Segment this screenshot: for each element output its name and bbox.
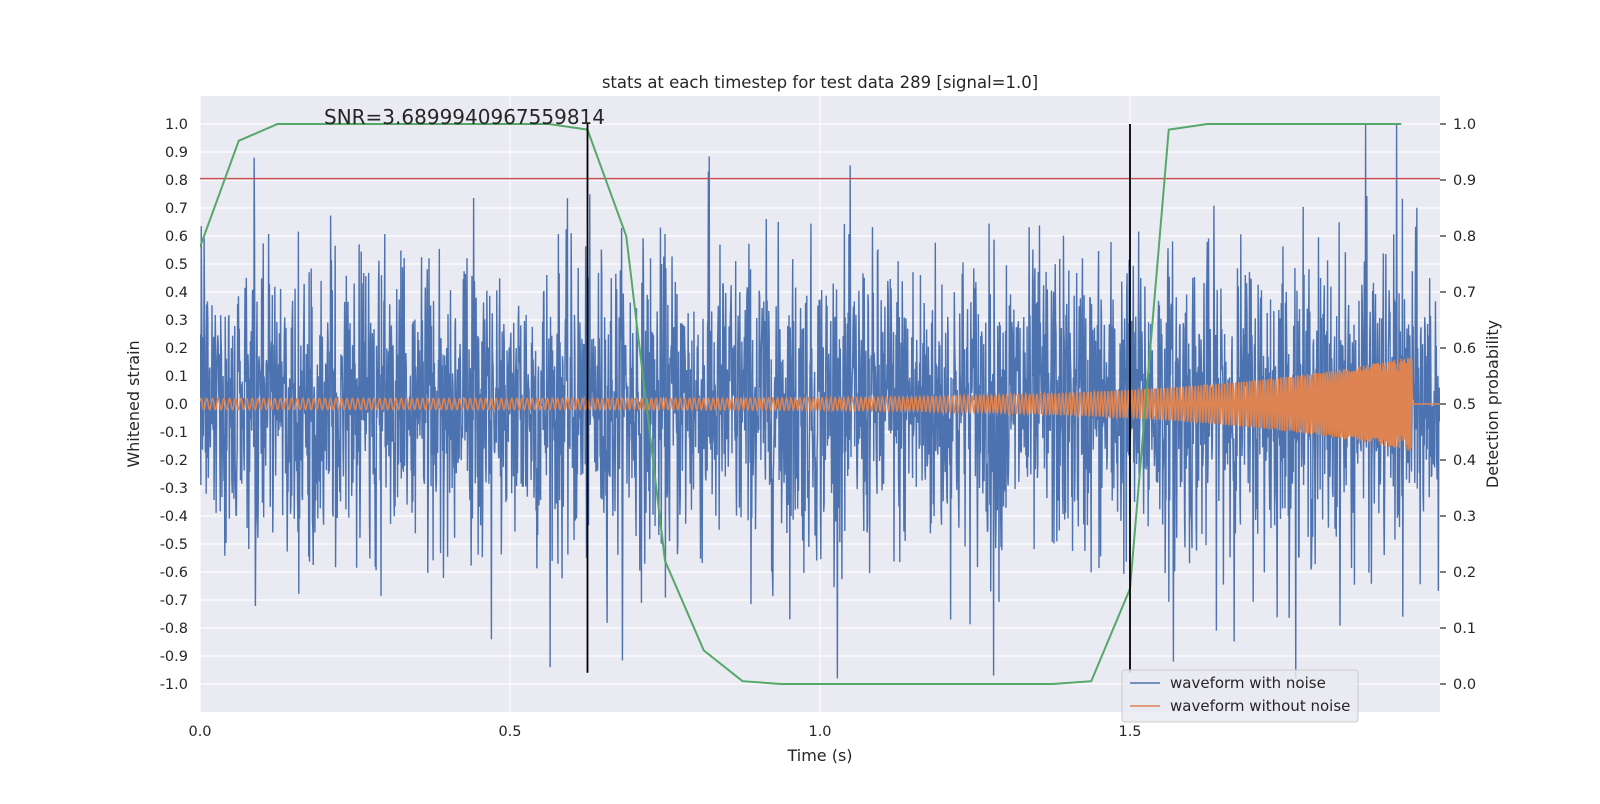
- y-right-tick-label: 0.7: [1453, 285, 1476, 301]
- x-tick-label: 0.0: [188, 724, 211, 740]
- y-axis-right-label: Detection probability: [1483, 320, 1502, 488]
- y-left-tick-label: 0.8: [165, 173, 188, 189]
- y-axis-left-label: Whitened strain: [124, 340, 143, 467]
- legend-label-noise: waveform with noise: [1170, 674, 1326, 692]
- y-right-tick-label: 0.5: [1453, 397, 1476, 413]
- y-right-tick-label: 0.2: [1453, 565, 1476, 581]
- chart-title: stats at each timestep for test data 289…: [602, 73, 1038, 92]
- axis-ticks: 0.0 0.5 1.0 1.5 1.0 0.9 0.8 0.7 0.6 0.5 0.4 0.3 0.2 0…: [160, 117, 1476, 740]
- snr-annotation: SNR=3.6899940967559814: [324, 105, 605, 129]
- x-tick-label: 0.5: [498, 724, 521, 740]
- y-left-tick-label: -0.8: [160, 621, 188, 637]
- y-left-tick-label: 0.6: [165, 229, 188, 245]
- plot-inner: [200, 123, 1440, 685]
- series-waveform-without-noise: [200, 357, 1440, 451]
- y-left-tick-label: -0.3: [160, 481, 188, 497]
- y-left-tick-label: 0.5: [165, 257, 188, 273]
- y-left-tick-label: -0.4: [160, 509, 188, 525]
- x-tick-label: 1.0: [808, 724, 831, 740]
- y-right-tick-label: 0.0: [1453, 677, 1476, 693]
- y-right-tick-label: 1.0: [1453, 117, 1476, 133]
- legend-box: [1121, 669, 1359, 723]
- y-right-tick-label: 0.3: [1453, 509, 1476, 525]
- y-left-tick-label: 0.7: [165, 201, 188, 217]
- y-left-tick-label: -0.7: [160, 593, 188, 609]
- y-left-tick-label: 0.3: [165, 313, 188, 329]
- series-waveform-with-noise: [200, 123, 1440, 679]
- y-left-tick-label: 0.4: [165, 285, 188, 301]
- y-right-tick-label: 0.9: [1453, 173, 1476, 189]
- y-left-tick-label: 0.0: [165, 397, 188, 413]
- y-left-tick-label: -0.6: [160, 565, 188, 581]
- legend: waveform with noise waveform without noi…: [1121, 669, 1359, 723]
- y-left-tick-label: 0.9: [165, 145, 188, 161]
- y-left-tick-label: 0.2: [165, 341, 188, 357]
- y-left-tick-label: -0.5: [160, 537, 188, 553]
- y-right-tick-label: 0.6: [1453, 341, 1476, 357]
- y-right-tick-label: 0.1: [1453, 621, 1476, 637]
- y-left-tick-label: -0.2: [160, 453, 188, 469]
- legend-label-clean: waveform without noise: [1170, 697, 1350, 715]
- y-left-tick-label: -1.0: [160, 677, 188, 693]
- y-left-tick-label: 1.0: [165, 117, 188, 133]
- y-right-tick-label: 0.4: [1453, 453, 1476, 469]
- x-axis-label: Time (s): [786, 746, 852, 765]
- series-detection-probability: [200, 123, 1402, 685]
- y-right-tick-label: 0.8: [1453, 229, 1476, 245]
- y-left-tick-label: 0.1: [165, 369, 188, 385]
- plot-series: [200, 123, 1440, 685]
- x-tick-label: 1.5: [1118, 724, 1141, 740]
- y-left-tick-label: -0.9: [160, 649, 188, 665]
- y-left-tick-label: -0.1: [160, 425, 188, 441]
